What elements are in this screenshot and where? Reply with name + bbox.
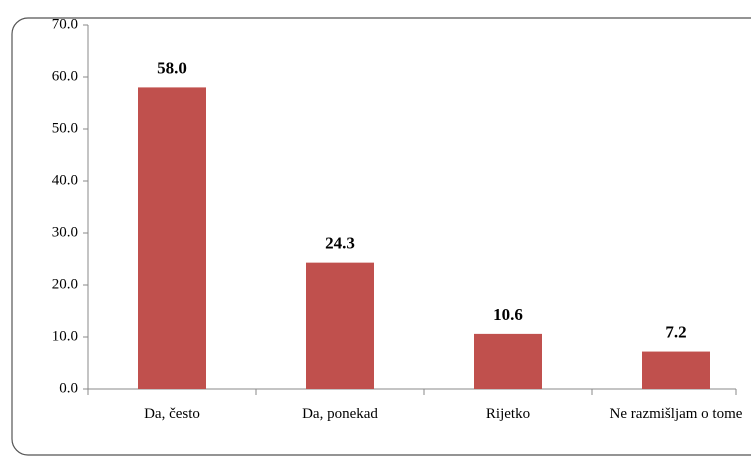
bar xyxy=(306,262,374,389)
value-label: 10.6 xyxy=(493,305,523,324)
x-tick-label-box: Da, često xyxy=(144,406,200,422)
x-tick-label-box: Da, ponekad xyxy=(302,406,378,422)
x-tick-label: Da, često xyxy=(144,406,200,422)
x-tick-label: Da, ponekad xyxy=(302,406,378,422)
y-tick-label: 70.0 xyxy=(52,16,78,32)
x-tick-label-box: Rijetko xyxy=(485,406,531,422)
x-tick-label-box: Ne razmišljam o tome xyxy=(609,406,743,422)
bar xyxy=(138,87,206,390)
x-tick-label: Ne razmišljam o tome xyxy=(609,406,743,422)
y-tick-label: 50.0 xyxy=(52,120,78,136)
bar xyxy=(642,351,710,389)
bar xyxy=(474,333,542,389)
x-tick-label: Rijetko xyxy=(485,406,531,422)
y-tick-label: 30.0 xyxy=(52,224,78,240)
y-tick-label: 40.0 xyxy=(52,172,78,188)
value-label: 7.2 xyxy=(665,322,686,341)
value-label: 58.0 xyxy=(157,58,187,77)
y-tick-label: 10.0 xyxy=(52,328,78,344)
y-tick-label: 20.0 xyxy=(52,276,78,292)
y-tick-label: 0.0 xyxy=(59,380,78,396)
y-tick-label: 60.0 xyxy=(52,68,78,84)
value-label: 24.3 xyxy=(325,234,355,253)
